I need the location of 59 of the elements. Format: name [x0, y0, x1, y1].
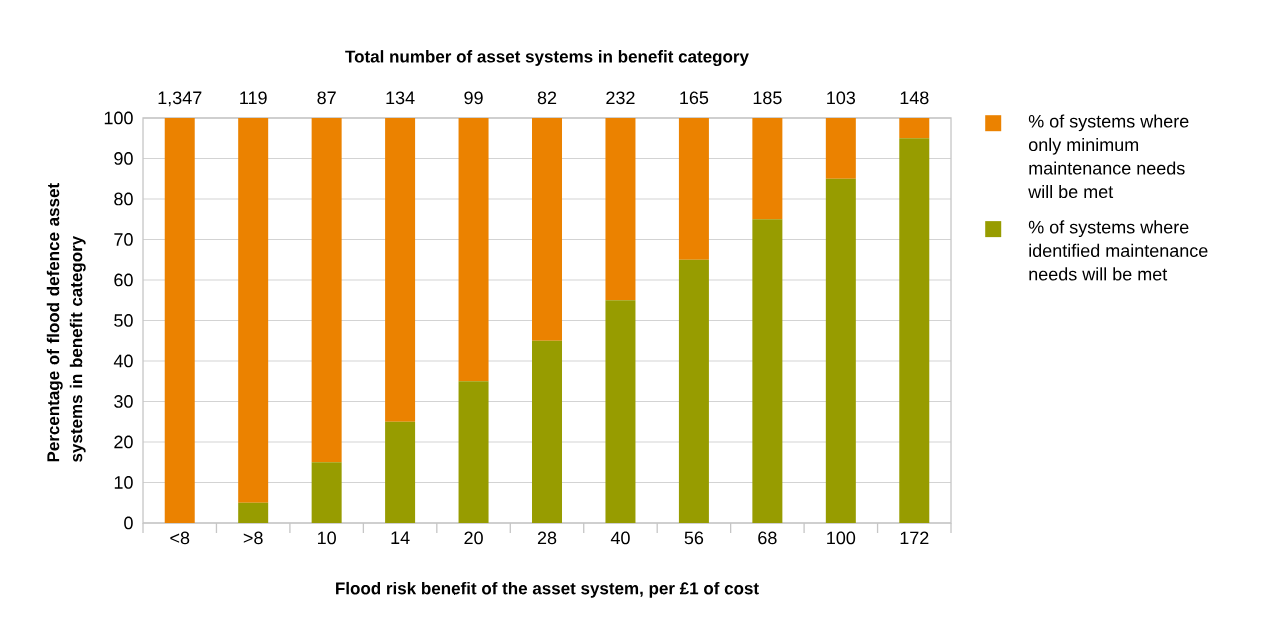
bar	[532, 118, 563, 341]
bar	[678, 259, 709, 523]
y-tick-label: 20	[114, 435, 133, 449]
bar	[458, 118, 489, 382]
y-tick-label: 90	[114, 152, 133, 165]
text: 148	[900, 91, 929, 105]
bar	[605, 300, 636, 523]
y-tick-label: 0	[124, 516, 133, 530]
x2-axis-title: Total number of asset systems in benefit category	[345, 50, 749, 67]
bar	[825, 118, 856, 179]
y-tick-label: 70	[114, 233, 133, 246]
bar	[385, 421, 416, 523]
bar	[458, 381, 489, 523]
y-tick-label: 40	[113, 354, 133, 368]
legend-label: % of systems where identified maintenance needs will be met	[1028, 220, 1208, 281]
y-tick-label: 10	[114, 476, 133, 489]
y-tick-label: 80	[114, 192, 133, 206]
bar	[385, 118, 416, 422]
x-tick-label: 172	[900, 531, 929, 545]
bar	[311, 462, 342, 523]
x-tick-label: 28	[537, 531, 557, 545]
bar	[899, 138, 930, 523]
x-tick-label: 56	[684, 531, 704, 545]
x-tick-label: 100	[827, 531, 856, 545]
bar	[532, 340, 563, 523]
x-tick-label: 14	[391, 531, 410, 544]
text: 99	[464, 91, 483, 105]
bar	[899, 118, 930, 139]
text: 1,347	[158, 91, 202, 107]
text: 119	[240, 91, 267, 105]
bar	[164, 118, 195, 523]
bar	[825, 178, 856, 523]
x-tick-label: 10	[318, 531, 336, 545]
bar	[752, 118, 783, 220]
text: 232	[606, 91, 635, 105]
text: 82	[537, 91, 557, 105]
bar	[752, 219, 783, 523]
text: 103	[827, 91, 856, 105]
x-tick-label: 40	[610, 531, 630, 545]
bar	[238, 118, 269, 503]
x-tick-label: >8	[243, 531, 263, 545]
y-tick-label: 100	[104, 111, 133, 125]
text: 185	[753, 91, 782, 105]
bar	[678, 118, 709, 260]
text: 134	[386, 91, 415, 105]
y-axis-title: Percentage of flood defence asset systems in benefit category	[46, 183, 86, 462]
bar	[605, 118, 636, 301]
text: 87	[317, 91, 336, 105]
legend-label: % of systems where only minimum maintenance needs will be met	[1028, 114, 1189, 199]
bar	[238, 502, 269, 523]
x-tick-label: <8	[170, 531, 190, 545]
y-tick-label: 50	[114, 314, 133, 327]
y-tick-label: 30	[114, 395, 133, 408]
y-tick-label: 60	[114, 273, 133, 287]
x-axis-title: Flood risk benefit of the asset system, per £1 of cost	[336, 581, 759, 598]
x-tick-label: 20	[464, 531, 483, 545]
text: 165	[680, 91, 709, 105]
x-tick-label: 68	[758, 531, 777, 545]
bar	[311, 118, 342, 463]
